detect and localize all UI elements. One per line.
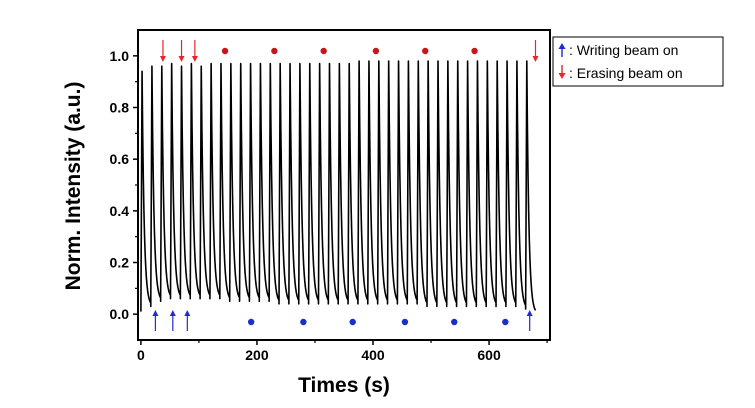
writing-cycle-dot: [300, 318, 307, 326]
erasing-beam-arrow-icon: [191, 40, 198, 62]
y-tick-label: 0.4: [110, 203, 130, 219]
legend-erasing-down-arrow-icon: [558, 65, 566, 79]
erasing-cycle-dot: [471, 47, 478, 55]
writing-cycle-dot: [349, 318, 356, 326]
x-axis-title: Times (s): [298, 374, 390, 397]
legend: : Writing beam on : Erasing beam on: [552, 36, 724, 87]
intensity-series-line: [140, 60, 537, 312]
erasing-beam-arrow-icon: [532, 40, 539, 62]
writing-beam-arrow-icon: [169, 310, 176, 331]
x-axis-ticks: 0 200 400 600: [137, 340, 548, 363]
writing-cycle-dot: [451, 318, 458, 326]
erasing-cycle-dot: [320, 47, 327, 55]
erasing-beam-arrow-icon: [178, 40, 185, 62]
writing-cycle-dot: [247, 318, 255, 326]
erasing-cycle-dot: [422, 47, 429, 55]
x-tick-label: 200: [245, 347, 269, 363]
writing-beam-arrow-icon: [526, 310, 533, 331]
y-tick-label: 0.2: [110, 255, 130, 271]
x-tick-label: 0: [137, 347, 145, 363]
y-axis-ticks: 0.0 0.2 0.4 0.6 0.8 1.0: [110, 48, 138, 322]
erasing-beam-arrow-icon: [159, 40, 166, 62]
y-tick-label: 0.8: [110, 100, 130, 116]
legend-box: [552, 36, 724, 87]
legend-writing-label: : Writing beam on: [569, 42, 678, 58]
writing-cycle-dot: [502, 318, 509, 326]
legend-erasing-label: : Erasing beam on: [569, 65, 683, 81]
writing-beam-arrow-icon: [184, 310, 191, 331]
y-tick-label: 0.6: [110, 151, 130, 167]
writing-cycle-dot: [401, 318, 409, 326]
beam-markers: [152, 40, 539, 331]
legend-writing-up-arrow-icon: [558, 43, 566, 57]
y-tick-label: 0.0: [110, 306, 130, 322]
erasing-cycle-dot: [271, 47, 278, 55]
x-tick-label: 400: [361, 347, 385, 363]
erasing-cycle-dot: [372, 47, 380, 55]
erasing-cycle-dot: [221, 47, 229, 55]
writing-beam-arrow-icon: [152, 310, 159, 331]
y-axis-title: Norm. Intensity (a.u.): [62, 82, 85, 291]
x-tick-label: 600: [477, 347, 501, 363]
y-tick-label: 1.0: [110, 48, 130, 64]
